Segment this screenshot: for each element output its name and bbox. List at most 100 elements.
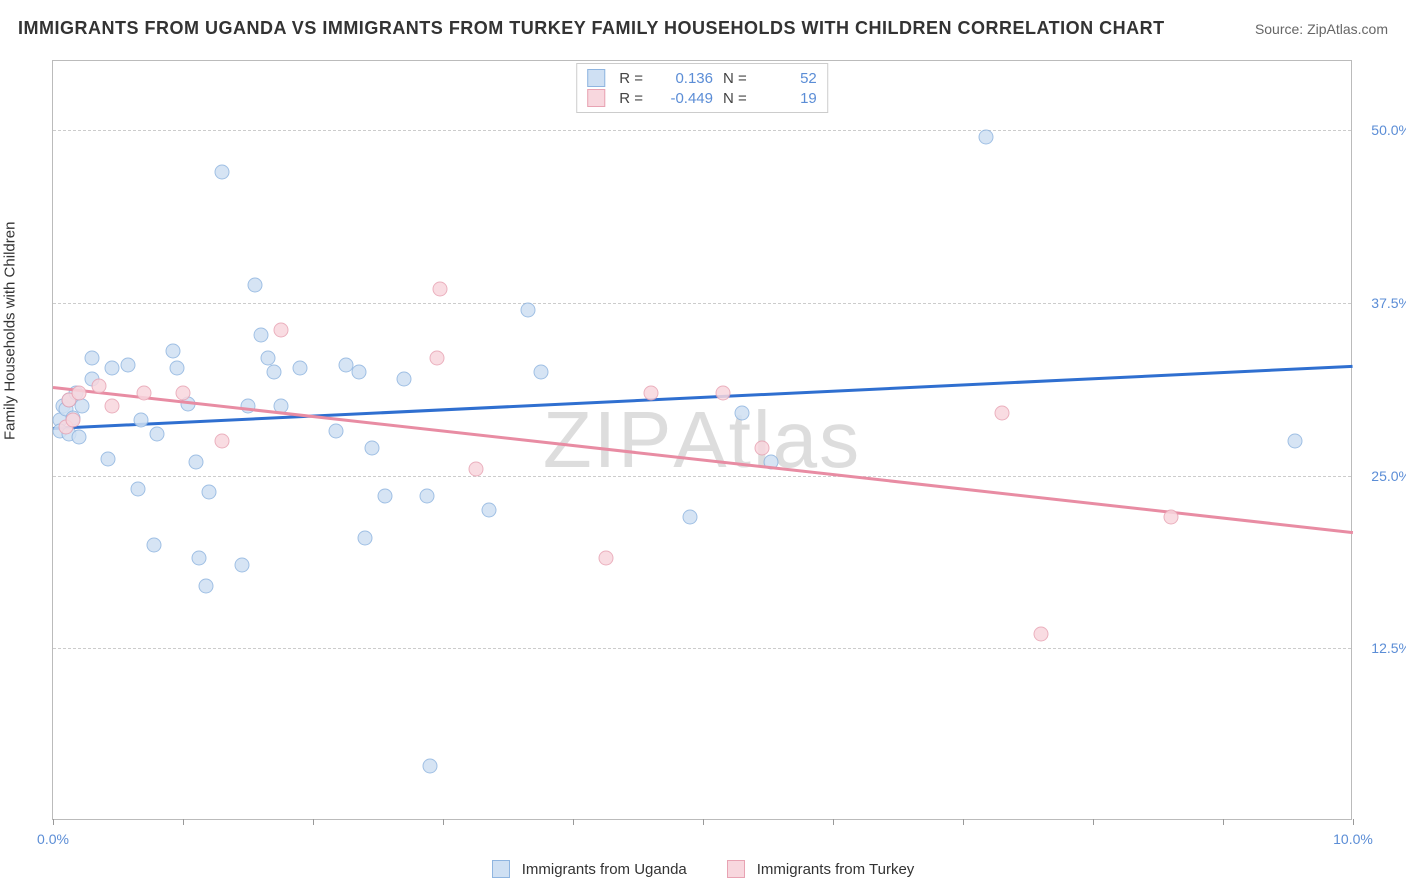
- y-axis-label: Family Households with Children: [2, 222, 19, 440]
- stats-row: R =-0.449N =19: [587, 88, 817, 108]
- x-tick: [573, 819, 574, 825]
- data-point: [100, 451, 115, 466]
- data-point: [423, 758, 438, 773]
- data-point: [85, 351, 100, 366]
- data-point: [176, 385, 191, 400]
- n-label: N =: [723, 90, 747, 107]
- data-point: [358, 530, 373, 545]
- data-point: [429, 351, 444, 366]
- data-point: [735, 406, 750, 421]
- data-point: [267, 364, 282, 379]
- data-point: [65, 413, 80, 428]
- data-point: [377, 489, 392, 504]
- data-point: [169, 360, 184, 375]
- r-value: -0.449: [653, 90, 713, 107]
- data-point: [134, 413, 149, 428]
- r-label: R =: [619, 70, 643, 87]
- data-point: [91, 378, 106, 393]
- data-point: [351, 364, 366, 379]
- x-tick: [833, 819, 834, 825]
- r-value: 0.136: [653, 70, 713, 87]
- x-tick: [1223, 819, 1224, 825]
- data-point: [130, 482, 145, 497]
- watermark-left: ZIP: [543, 395, 673, 484]
- gridline: [53, 476, 1351, 477]
- data-point: [468, 461, 483, 476]
- data-point: [979, 130, 994, 145]
- data-point: [364, 440, 379, 455]
- data-point: [397, 371, 412, 386]
- series-legend: Immigrants from Uganda Immigrants from Tu…: [0, 860, 1406, 878]
- data-point: [199, 579, 214, 594]
- data-point: [189, 454, 204, 469]
- data-point: [683, 510, 698, 525]
- data-point: [215, 434, 230, 449]
- legend-swatch: [587, 89, 605, 107]
- n-value: 52: [757, 70, 817, 87]
- stats-legend: R = 0.136 N = 52R = -0.449 N = 19: [576, 63, 828, 113]
- n-value: 19: [757, 90, 817, 107]
- x-tick: [443, 819, 444, 825]
- data-point: [533, 364, 548, 379]
- x-tick: [1353, 819, 1354, 825]
- legend-item: Immigrants from Turkey: [727, 860, 915, 878]
- data-point: [715, 385, 730, 400]
- data-point: [995, 406, 1010, 421]
- data-point: [234, 558, 249, 573]
- data-point: [202, 485, 217, 500]
- data-point: [260, 351, 275, 366]
- data-point: [1287, 434, 1302, 449]
- chart-header: IMMIGRANTS FROM UGANDA VS IMMIGRANTS FRO…: [18, 18, 1388, 39]
- y-tick-label: 12.5%: [1356, 640, 1406, 656]
- x-tick-label: 10.0%: [1333, 831, 1373, 847]
- data-point: [104, 399, 119, 414]
- data-point: [1164, 510, 1179, 525]
- gridline: [53, 648, 1351, 649]
- data-point: [293, 360, 308, 375]
- data-point: [121, 358, 136, 373]
- data-point: [273, 323, 288, 338]
- gridline: [53, 303, 1351, 304]
- legend-label: Immigrants from Turkey: [757, 861, 915, 878]
- trend-line: [53, 365, 1353, 430]
- data-point: [137, 385, 152, 400]
- stats-row: R = 0.136 N = 52: [587, 68, 817, 88]
- legend-item: Immigrants from Uganda: [492, 860, 687, 878]
- data-point: [754, 440, 769, 455]
- gridline: [53, 130, 1351, 131]
- data-point: [104, 360, 119, 375]
- watermark-right: Atlas: [673, 395, 861, 484]
- n-label: N =: [723, 70, 747, 87]
- data-point: [74, 399, 89, 414]
- data-point: [247, 277, 262, 292]
- data-point: [215, 164, 230, 179]
- trend-line: [53, 386, 1353, 534]
- data-point: [72, 385, 87, 400]
- data-point: [433, 282, 448, 297]
- data-point: [598, 551, 613, 566]
- data-point: [420, 489, 435, 504]
- data-point: [329, 424, 344, 439]
- data-point: [644, 385, 659, 400]
- legend-swatch: [492, 860, 510, 878]
- data-point: [147, 537, 162, 552]
- y-tick-label: 37.5%: [1356, 295, 1406, 311]
- chart-title: IMMIGRANTS FROM UGANDA VS IMMIGRANTS FRO…: [18, 18, 1165, 39]
- x-tick: [313, 819, 314, 825]
- x-tick: [1093, 819, 1094, 825]
- y-tick-label: 25.0%: [1356, 468, 1406, 484]
- data-point: [481, 503, 496, 518]
- data-point: [72, 429, 87, 444]
- y-tick-label: 50.0%: [1356, 122, 1406, 138]
- data-point: [1034, 627, 1049, 642]
- data-point: [165, 344, 180, 359]
- data-point: [191, 551, 206, 566]
- x-tick: [183, 819, 184, 825]
- data-point: [520, 302, 535, 317]
- legend-swatch: [587, 69, 605, 87]
- scatter-chart: ZIPAtlas R =0.136N =52R =-0.449N =19 12.…: [52, 60, 1352, 820]
- x-tick-label: 0.0%: [37, 831, 69, 847]
- source-label: Source: ZipAtlas.com: [1255, 21, 1388, 37]
- x-tick: [963, 819, 964, 825]
- x-tick: [703, 819, 704, 825]
